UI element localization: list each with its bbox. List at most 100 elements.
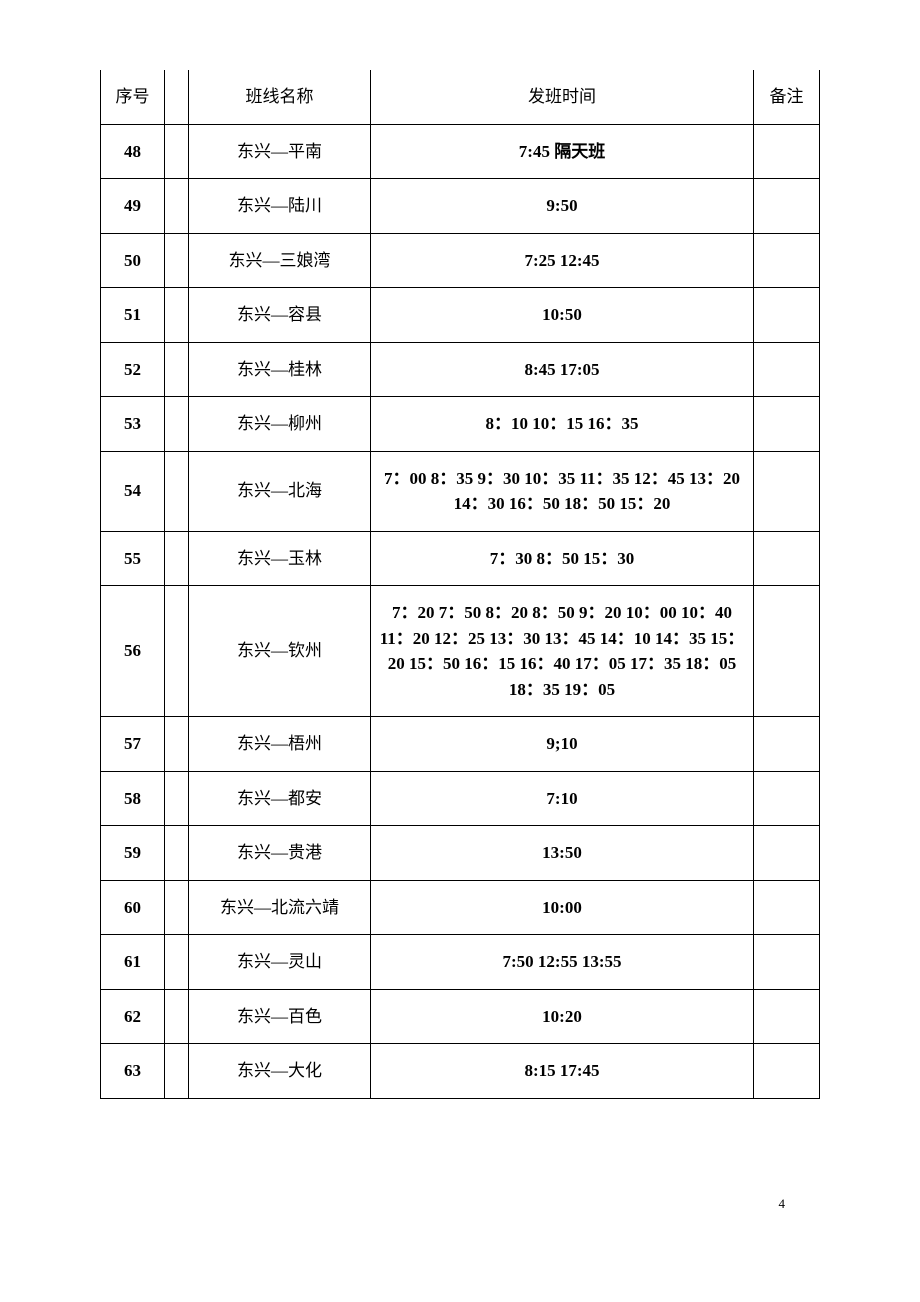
table-row: 54 东兴—北海7：00 8：35 9：30 10：35 11：35 12：45 …	[101, 451, 820, 531]
cell-route: 东兴—都安	[189, 771, 371, 826]
cell-time: 7:45 隔天班	[371, 124, 754, 179]
cell-spacer	[165, 989, 189, 1044]
cell-note	[754, 771, 820, 826]
cell-spacer	[165, 531, 189, 586]
cell-time: 10:00	[371, 880, 754, 935]
table-row: 49 东兴—陆川9:50	[101, 179, 820, 234]
cell-seq: 49	[101, 179, 165, 234]
cell-note	[754, 989, 820, 1044]
cell-note	[754, 397, 820, 452]
cell-route: 东兴—贵港	[189, 826, 371, 881]
table-row: 62 东兴—百色10:20	[101, 989, 820, 1044]
cell-spacer	[165, 826, 189, 881]
cell-route: 东兴—柳州	[189, 397, 371, 452]
table-header-row: 序号 班线名称 发班时间 备注	[101, 70, 820, 124]
table-row: 57 东兴—梧州9;10	[101, 717, 820, 772]
cell-time: 13:50	[371, 826, 754, 881]
header-time: 发班时间	[371, 70, 754, 124]
table-row: 60 东兴—北流六靖10:00	[101, 880, 820, 935]
cell-time: 7：30 8：50 15：30	[371, 531, 754, 586]
cell-time: 8：10 10：15 16：35	[371, 397, 754, 452]
cell-route: 东兴—梧州	[189, 717, 371, 772]
cell-spacer	[165, 342, 189, 397]
cell-spacer	[165, 880, 189, 935]
cell-time: 10:50	[371, 288, 754, 343]
cell-seq: 53	[101, 397, 165, 452]
cell-time: 8:15 17:45	[371, 1044, 754, 1099]
header-route: 班线名称	[189, 70, 371, 124]
cell-seq: 60	[101, 880, 165, 935]
cell-note	[754, 451, 820, 531]
cell-route: 东兴—北海	[189, 451, 371, 531]
table-body: 48 东兴—平南7:45 隔天班 49 东兴—陆川9:50 50 东兴—三娘湾7:25 1…	[101, 124, 820, 1098]
cell-time: 8:45 17:05	[371, 342, 754, 397]
cell-seq: 59	[101, 826, 165, 881]
cell-route: 东兴—北流六靖	[189, 880, 371, 935]
cell-route: 东兴—陆川	[189, 179, 371, 234]
cell-seq: 57	[101, 717, 165, 772]
cell-route: 东兴—钦州	[189, 586, 371, 717]
cell-note	[754, 935, 820, 990]
cell-seq: 56	[101, 586, 165, 717]
cell-seq: 61	[101, 935, 165, 990]
cell-time: 7:10	[371, 771, 754, 826]
cell-time: 9:50	[371, 179, 754, 234]
table-row: 58东兴—都安7:10	[101, 771, 820, 826]
table-row: 52东兴—桂林8:45 17:05	[101, 342, 820, 397]
table-row: 53 东兴—柳州8：10 10：15 16：35	[101, 397, 820, 452]
cell-spacer	[165, 288, 189, 343]
page-container: 序号 班线名称 发班时间 备注 48 东兴—平南7:45 隔天班 49 东兴—陆川9:…	[0, 0, 920, 1099]
table-row: 51 东兴—容县10:50	[101, 288, 820, 343]
table-row: 63东兴—大化8:15 17:45	[101, 1044, 820, 1099]
cell-seq: 50	[101, 233, 165, 288]
cell-seq: 54	[101, 451, 165, 531]
cell-seq: 62	[101, 989, 165, 1044]
cell-note	[754, 826, 820, 881]
cell-seq: 51	[101, 288, 165, 343]
cell-time: 7：00 8：35 9：30 10：35 11：35 12：45 13：20 1…	[371, 451, 754, 531]
table-row: 61 东兴—灵山7:50 12:55 13:55	[101, 935, 820, 990]
cell-route: 东兴—玉林	[189, 531, 371, 586]
cell-route: 东兴—百色	[189, 989, 371, 1044]
cell-route: 东兴—平南	[189, 124, 371, 179]
cell-note	[754, 1044, 820, 1099]
cell-spacer	[165, 1044, 189, 1099]
cell-note	[754, 531, 820, 586]
table-row: 50 东兴—三娘湾7:25 12:45	[101, 233, 820, 288]
cell-spacer	[165, 397, 189, 452]
cell-route: 东兴—灵山	[189, 935, 371, 990]
cell-note	[754, 179, 820, 234]
cell-route: 东兴—容县	[189, 288, 371, 343]
cell-note	[754, 586, 820, 717]
cell-time: 7:50 12:55 13:55	[371, 935, 754, 990]
cell-spacer	[165, 451, 189, 531]
cell-spacer	[165, 124, 189, 179]
cell-spacer	[165, 586, 189, 717]
cell-route: 东兴—三娘湾	[189, 233, 371, 288]
cell-seq: 48	[101, 124, 165, 179]
table-row: 55 东兴—玉林7：30 8：50 15：30	[101, 531, 820, 586]
cell-time: 7：20 7：50 8：20 8：50 9：20 10：00 10：40 11：…	[371, 586, 754, 717]
page-number: 4	[779, 1196, 786, 1212]
cell-note	[754, 880, 820, 935]
header-seq: 序号	[101, 70, 165, 124]
cell-seq: 55	[101, 531, 165, 586]
cell-time: 7:25 12:45	[371, 233, 754, 288]
cell-spacer	[165, 935, 189, 990]
header-note: 备注	[754, 70, 820, 124]
cell-note	[754, 124, 820, 179]
table-row: 48 东兴—平南7:45 隔天班	[101, 124, 820, 179]
header-spacer	[165, 70, 189, 124]
table-row: 59 东兴—贵港13:50	[101, 826, 820, 881]
cell-note	[754, 233, 820, 288]
cell-route: 东兴—桂林	[189, 342, 371, 397]
cell-spacer	[165, 233, 189, 288]
cell-time: 9;10	[371, 717, 754, 772]
cell-time: 10:20	[371, 989, 754, 1044]
cell-spacer	[165, 717, 189, 772]
cell-route: 东兴—大化	[189, 1044, 371, 1099]
cell-note	[754, 342, 820, 397]
table-row: 56东兴—钦州7：20 7：50 8：20 8：50 9：20 10：00 10…	[101, 586, 820, 717]
schedule-table: 序号 班线名称 发班时间 备注 48 东兴—平南7:45 隔天班 49 东兴—陆川9:…	[100, 70, 820, 1099]
cell-spacer	[165, 179, 189, 234]
